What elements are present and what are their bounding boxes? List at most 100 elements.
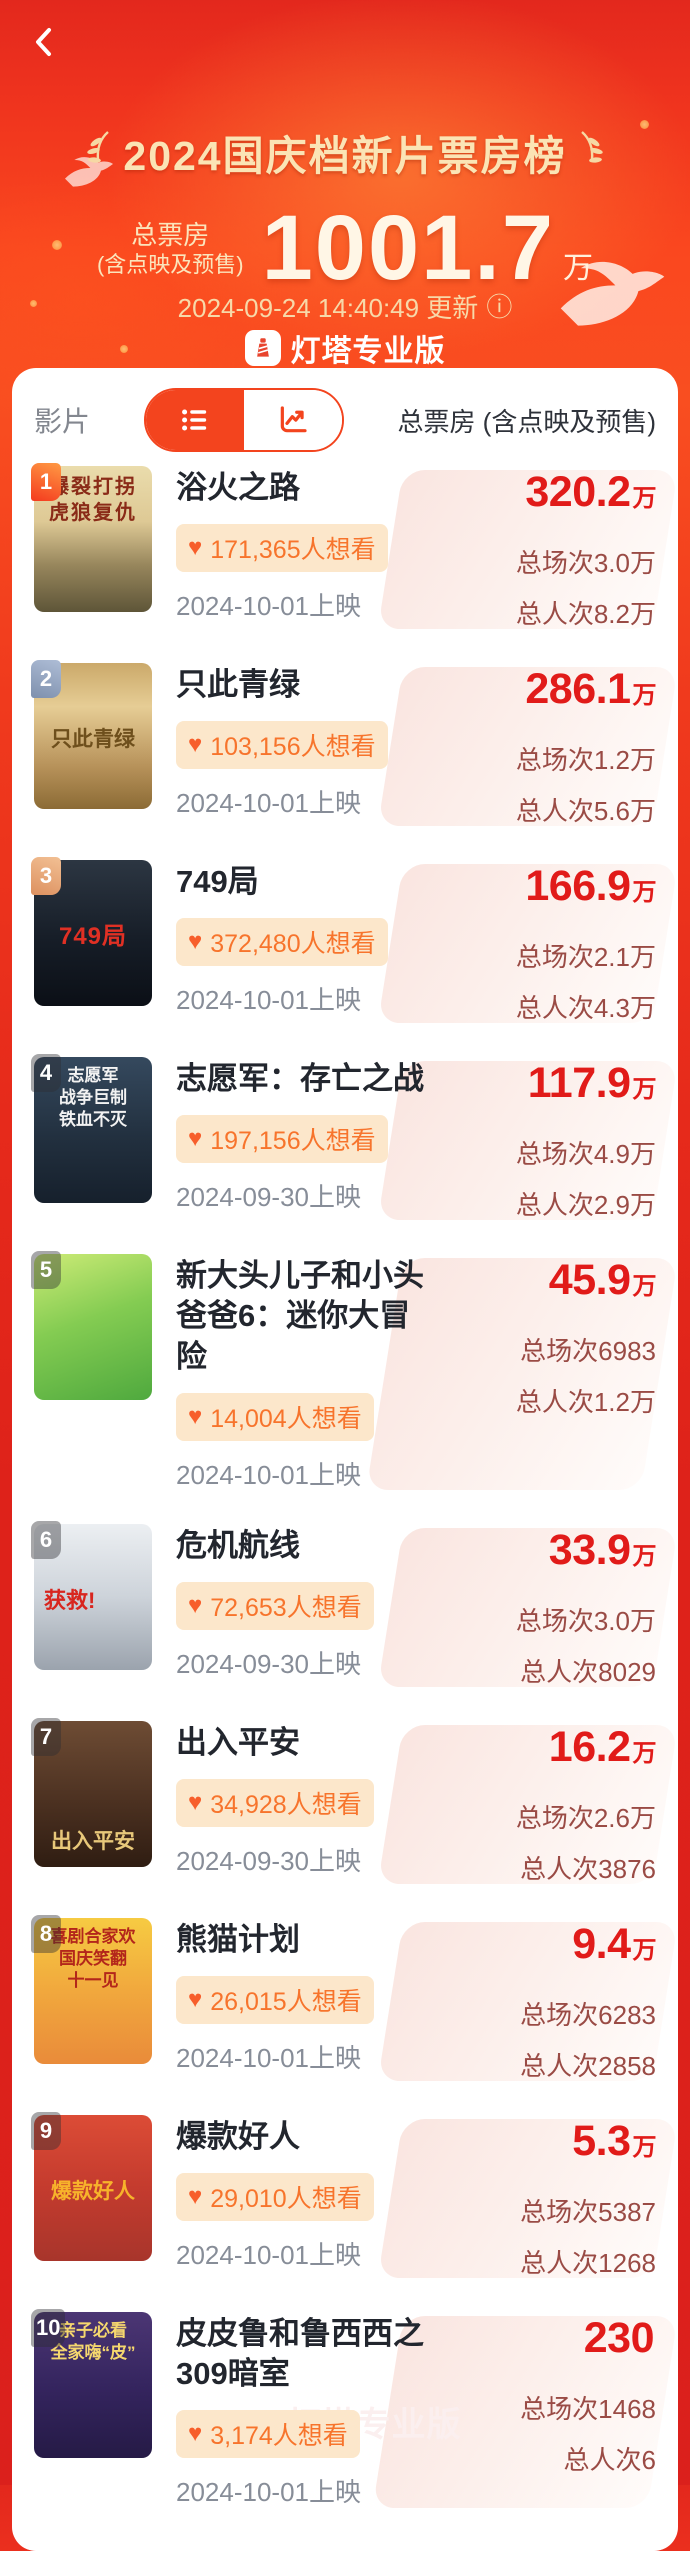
movie-info: 皮皮鲁和鲁西西之309暗室 ♥ 3,174人想看 2024-10-01上映 [152, 2312, 431, 2510]
movie-stats: 230 总场次1468 总人次6 [431, 2312, 656, 2510]
laurel-right-icon [580, 131, 603, 163]
heart-icon: ♥ [188, 1125, 203, 1153]
info-icon[interactable]: ⓘ [486, 291, 513, 322]
poster-text: 749局 [58, 923, 128, 951]
movie-poster: 5 [31, 1251, 152, 1400]
poster-art [34, 1254, 152, 1400]
movie-row[interactable]: 只此青绿 2 只此青绿 ♥ 103,156人想看 2024-10-01上映 28… [31, 660, 678, 828]
movie-row[interactable]: 5 新大头儿子和小头爸爸6：迷你大冒险 ♥ 14,004人想看 2024-10-… [31, 1251, 678, 1492]
heart-icon: ♥ [188, 2420, 203, 2448]
boxoffice-number: 166.9 [525, 862, 631, 910]
movie-row[interactable]: 获救! 6 危机航线 ♥ 72,653人想看 2024-09-30上映 33.9… [31, 1520, 678, 1689]
admissions-count: 总人次8029 [520, 1656, 656, 1687]
rank-badge: 2 [31, 660, 61, 698]
movie-title: 熊猫计划 [176, 1921, 300, 1957]
boxoffice-number: 117.9 [527, 1059, 631, 1107]
poster-art: 获救! [34, 1523, 152, 1670]
movie-row[interactable]: 亲子必看 全家嗨“皮” 10 皮皮鲁和鲁西西之309暗室 ♥ 3,174人想看 … [31, 2308, 678, 2510]
movie-info: 志愿军：存亡之战 ♥ 197,156人想看 2024-09-30上映 [152, 1057, 431, 1222]
movie-info: 危机航线 ♥ 72,653人想看 2024-09-30上映 [152, 1524, 431, 1689]
movie-stats: 9.4万 总场次6283 总人次2858 [431, 1918, 656, 2083]
want-to-see-pill: ♥ 103,156人想看 [176, 721, 388, 770]
rank-badge: 7 [31, 1717, 61, 1756]
want-to-see-count: 26,015人想看 [210, 1988, 362, 2017]
movie-row[interactable]: 爆款好人 9 爆款好人 ♥ 29,010人想看 2024-10-01上映 5.3… [31, 2111, 678, 2280]
total-label-line1: 总票房 [131, 219, 210, 250]
trend-chart-icon [280, 406, 307, 433]
want-to-see-pill: ♥ 14,004人想看 [176, 1392, 374, 1441]
back-icon[interactable] [26, 24, 62, 60]
boxoffice-number: 16.2 [548, 1722, 631, 1771]
release-date: 2024-09-30上映 [176, 1649, 361, 1680]
poster-text: 爆款好人 [51, 2180, 135, 2204]
admissions-count: 总人次8.2万 [515, 599, 656, 629]
poster-text: 只此青绿 [51, 728, 135, 752]
sessions-count: 总场次4.9万 [515, 1139, 656, 1169]
boxoffice-value: 45.9万 [431, 1256, 657, 1305]
movie-poster: 获救! 6 [31, 1520, 152, 1670]
movie-info: 749局 ♥ 372,480人想看 2024-10-01上映 [152, 860, 431, 1025]
movie-row[interactable]: 喜剧合家欢 国庆笑翻 十一见 8 熊猫计划 ♥ 26,015人想看 2024-1… [31, 1914, 678, 2083]
total-label-line2: (含点映及预售) [96, 252, 244, 277]
sessions-count: 总场次2.1万 [515, 942, 656, 972]
release-date: 2024-10-01上映 [176, 2043, 361, 2074]
boxoffice-number: 230 [583, 2313, 655, 2362]
heart-icon: ♥ [188, 1789, 203, 1817]
sort-column-label: 总票房 (含点映及预售) [397, 406, 656, 437]
movie-list: 爆裂打拐 虎狼复仇 1 浴火之路 ♥ 171,365人想看 2024-10-01… [31, 463, 678, 2510]
boxoffice-value: 230 [431, 2314, 656, 2363]
update-time: 2024-09-24 14:40:49 更新 [177, 293, 479, 323]
want-to-see-count: 171,365人想看 [210, 536, 376, 565]
sessions-count: 总场次1.2万 [515, 745, 656, 775]
movie-row[interactable]: 出入平安 7 出入平安 ♥ 34,928人想看 2024-09-30上映 16.… [31, 1717, 678, 1886]
movie-row[interactable]: 749局 3 749局 ♥ 372,480人想看 2024-10-01上映 16… [31, 857, 678, 1025]
want-to-see-pill: ♥ 171,365人想看 [176, 524, 388, 573]
admissions-count: 总人次1268 [520, 2247, 656, 2278]
admissions-count: 总人次4.3万 [515, 993, 656, 1023]
want-to-see-pill: ♥ 372,480人想看 [176, 918, 388, 967]
boxoffice-unit: 万 [632, 485, 657, 512]
boxoffice-unit: 万 [632, 682, 657, 709]
movie-title: 新大头儿子和小头爸爸6：迷你大冒险 [176, 1258, 424, 1374]
want-to-see-pill: ♥ 197,156人想看 [176, 1115, 388, 1164]
movie-poster: 出入平安 7 [31, 1717, 152, 1867]
want-to-see-count: 72,653人想看 [210, 1594, 362, 1623]
release-date: 2024-10-01上映 [176, 985, 361, 1016]
movie-poster: 志愿军 战争巨制 铁血不灭 4 [31, 1054, 152, 1203]
boxoffice-number: 286.1 [525, 665, 631, 713]
rank-badge: 8 [31, 1914, 61, 1953]
movie-stats: 320.2万 总场次3.0万 总人次8.2万 [431, 466, 657, 631]
total-boxoffice-value: 1001.7 [261, 197, 556, 299]
brand-row: 灯塔专业版 [0, 326, 690, 370]
boxoffice-unit: 万 [632, 879, 657, 906]
brand-name: 灯塔专业版 [290, 335, 446, 368]
admissions-count: 总人次6 [563, 2444, 656, 2475]
movie-row[interactable]: 爆裂打拐 虎狼复仇 1 浴火之路 ♥ 171,365人想看 2024-10-01… [31, 463, 678, 631]
poster-art: 出入平安 [34, 1720, 152, 1867]
heart-icon: ♥ [188, 928, 203, 956]
boxoffice-value: 320.2万 [431, 468, 656, 517]
movie-stats: 45.9万 总场次6983 总人次1.2万 [431, 1254, 657, 1492]
want-to-see-count: 34,928人想看 [210, 1791, 362, 1820]
heart-icon: ♥ [188, 1986, 203, 2014]
release-date: 2024-09-30上映 [176, 1846, 361, 1877]
chart-view-button[interactable] [243, 390, 342, 450]
boxoffice-unit: 万 [632, 1076, 657, 1103]
release-date: 2024-10-01上映 [176, 1459, 361, 1490]
movie-row[interactable]: 志愿军 战争巨制 铁血不灭 4 志愿军：存亡之战 ♥ 197,156人想看 20… [31, 1054, 678, 1222]
list-view-button[interactable] [145, 390, 244, 450]
dove-icon [560, 261, 665, 326]
want-to-see-pill: ♥ 3,174人想看 [176, 2410, 360, 2459]
sparkle-dot [120, 345, 128, 353]
release-date: 2024-10-01上映 [176, 591, 361, 622]
boxoffice-number: 45.9 [548, 1256, 631, 1304]
rank-badge: 6 [31, 1520, 61, 1559]
movie-info: 熊猫计划 ♥ 26,015人想看 2024-10-01上映 [152, 1918, 431, 2083]
poster-text: 获救! [44, 1587, 96, 1613]
movie-title: 志愿军：存亡之战 [176, 1061, 424, 1096]
want-to-see-count: 372,480人想看 [210, 930, 376, 959]
sessions-count: 总场次3.0万 [515, 548, 656, 578]
sparkle-dot [52, 240, 62, 250]
list-header: 影片 总票房 (含点映及预售) [34, 388, 656, 452]
